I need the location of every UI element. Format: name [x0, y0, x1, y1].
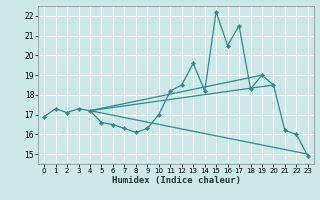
X-axis label: Humidex (Indice chaleur): Humidex (Indice chaleur)	[111, 176, 241, 185]
